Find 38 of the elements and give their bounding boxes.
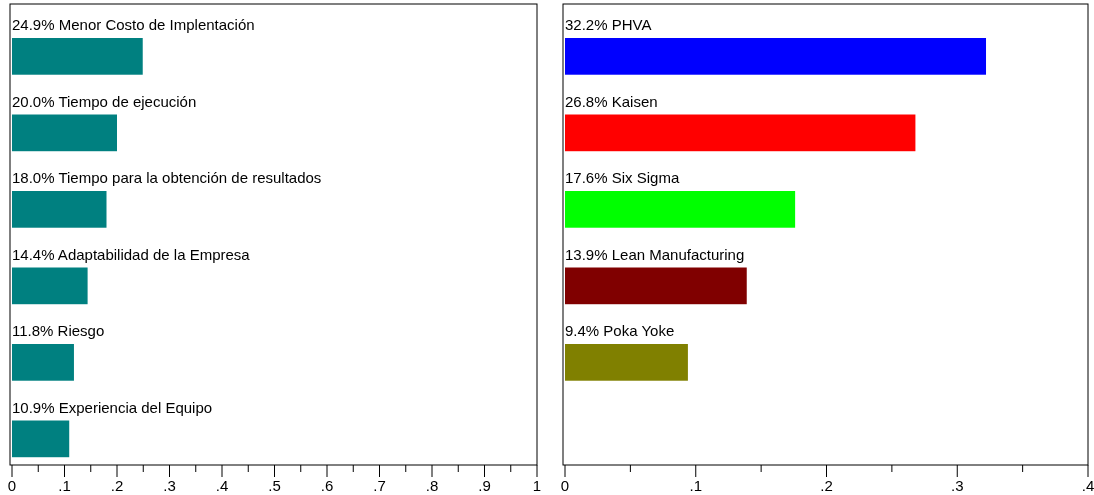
bar [12, 191, 107, 228]
bar [12, 267, 88, 305]
x-tick-label: .7 [373, 477, 386, 494]
x-tick-label: .5 [268, 477, 281, 494]
text: 18.0% Tiempo para la obtención de resultados [12, 169, 322, 186]
x-tick-label: .1 [689, 477, 703, 494]
bar [565, 38, 987, 75]
bar [565, 344, 688, 381]
bar [12, 114, 117, 152]
x-tick-label: 0 [560, 477, 570, 494]
x-tick-label: .4 [1081, 477, 1094, 494]
text: 17.6% Six Sigma [565, 169, 680, 186]
text: 10.9% Experiencia del Equipo [12, 398, 213, 416]
x-tick-label: .6 [320, 477, 334, 494]
bar [565, 267, 747, 305]
x-tick-label: .4 [215, 477, 229, 494]
text: 14.4% Adaptabilidad de la Empresa [12, 245, 250, 263]
text: 9.4% Poka Yoke [565, 322, 675, 339]
x-tick-label: .1 [58, 477, 71, 494]
x-tick-label: 1 [532, 477, 542, 494]
text: 11.8% Riesgo [12, 322, 105, 339]
text: 13.9% Lean Manufacturing [565, 245, 745, 263]
bar [565, 114, 916, 152]
bar [12, 38, 143, 75]
text: 32.2% PHVA [565, 16, 652, 33]
x-tick-label: .2 [110, 477, 124, 494]
text: 26.8% Kaisen [565, 92, 658, 110]
x-tick-label: .3 [950, 477, 964, 494]
bar [12, 420, 70, 458]
x-tick-label: .8 [425, 477, 439, 494]
text: 24.9% Menor Costo de Implentación [12, 16, 255, 33]
text: 20.0% Tiempo de ejecución [12, 92, 197, 110]
x-tick-label: .2 [820, 477, 833, 494]
bar [565, 191, 796, 228]
x-tick-label: .3 [163, 477, 176, 494]
bar [12, 344, 74, 381]
x-tick-label: .9 [478, 477, 491, 494]
x-tick-label: 0 [7, 477, 17, 494]
